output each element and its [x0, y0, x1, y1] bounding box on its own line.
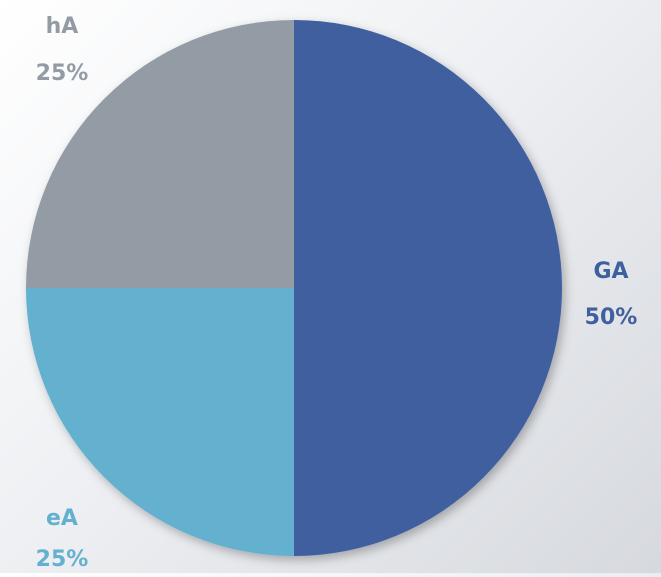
pie-slice-ha [26, 20, 294, 288]
slice-percent-ea: 25% [36, 547, 89, 572]
pie-slice-ea [26, 288, 294, 556]
slice-percent-ha: 25% [36, 61, 89, 86]
slice-percent-ga: 50% [585, 305, 638, 330]
slice-label-ha: hA [46, 14, 79, 39]
pie-slices [26, 20, 562, 556]
pie-labels: GA 50% eA 25% hA 25% [36, 14, 638, 572]
slice-label-ea: eA [46, 506, 78, 531]
slice-label-ga: GA [593, 259, 628, 284]
pie-slice-ga [294, 20, 562, 556]
